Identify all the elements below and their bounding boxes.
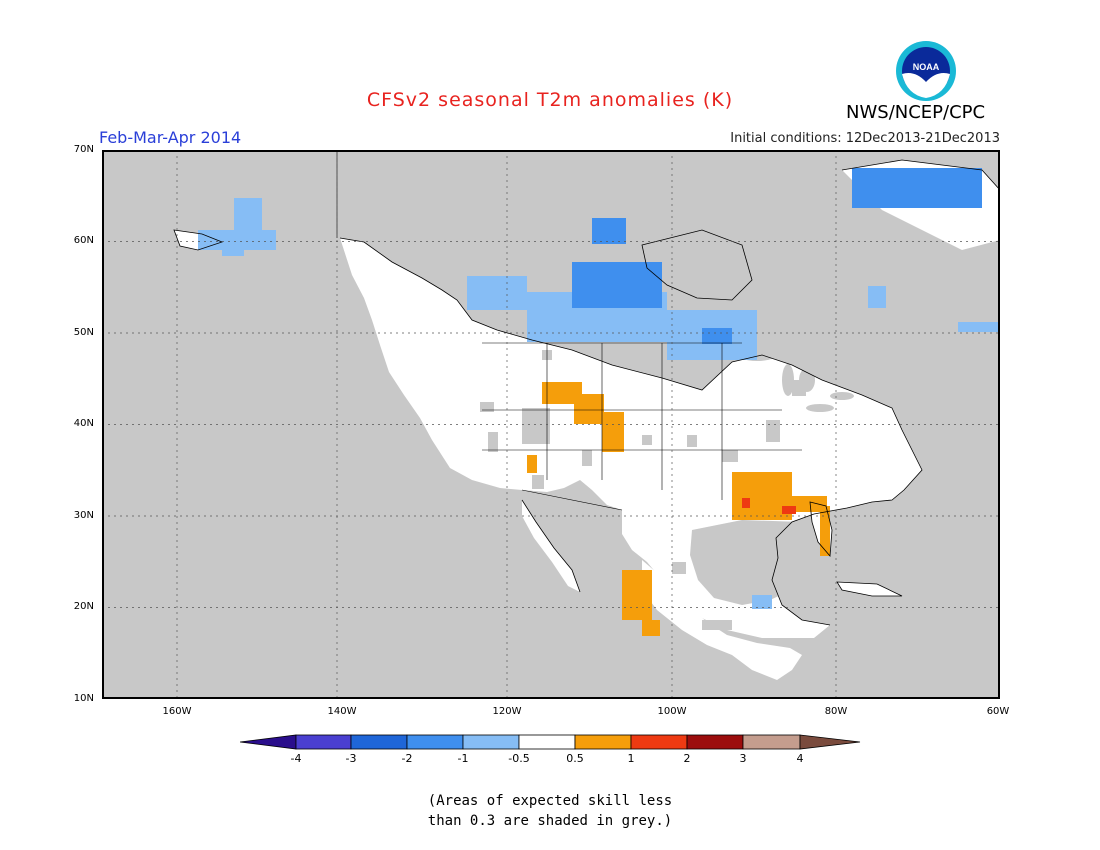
lat-label: 30N bbox=[73, 510, 94, 521]
colorbar-bin bbox=[630, 734, 688, 750]
lon-label: 60W bbox=[986, 706, 1010, 717]
hudson-bay bbox=[642, 230, 752, 300]
noaa-logo-icon: NOAA bbox=[896, 41, 956, 101]
land-central-america bbox=[642, 560, 802, 680]
colorbar-bin bbox=[295, 734, 352, 750]
warm-patch bbox=[542, 382, 582, 404]
anomaly-map bbox=[102, 150, 1001, 699]
footnote-line-2: than 0.3 are shaded in grey.) bbox=[427, 813, 673, 829]
lon-label: 140W bbox=[327, 706, 357, 717]
colorbar-bin bbox=[462, 734, 520, 750]
colorbar-label: -1 bbox=[457, 752, 469, 765]
lat-label: 40N bbox=[73, 418, 94, 429]
colorbar-label: -2 bbox=[401, 752, 413, 765]
gridlines bbox=[102, 150, 1000, 699]
colorbar-label: -3 bbox=[345, 752, 357, 765]
cold-patch bbox=[234, 198, 262, 230]
cold-patch bbox=[868, 286, 886, 308]
colorbar-label: 2 bbox=[683, 752, 691, 765]
lat-label: 20N bbox=[73, 601, 94, 612]
colorbar-bin bbox=[406, 734, 464, 750]
cold-patch bbox=[852, 168, 982, 208]
hot-patch bbox=[782, 506, 796, 514]
agency-label: NWS/NCEP/CPC bbox=[846, 102, 986, 123]
logo-text: NOAA bbox=[913, 62, 940, 72]
colorbar-label: 0.5 bbox=[566, 752, 584, 765]
colorbar-label: 1 bbox=[627, 752, 635, 765]
cold-patch bbox=[958, 322, 1000, 332]
colorbar-bin bbox=[518, 734, 576, 750]
cold-patch bbox=[222, 244, 244, 256]
hot-patch bbox=[742, 498, 750, 508]
cold-patch bbox=[702, 328, 732, 344]
map-frame bbox=[102, 150, 1000, 699]
colorbar-bin bbox=[742, 734, 801, 750]
cold-patch bbox=[752, 595, 772, 609]
lat-label: 50N bbox=[73, 327, 94, 338]
warm-anomalies bbox=[527, 382, 830, 636]
borders bbox=[336, 150, 802, 511]
page-title: CFSv2 seasonal T2m anomalies (K) bbox=[366, 89, 734, 111]
gulf-of-mexico bbox=[690, 520, 814, 605]
land-north-america bbox=[340, 238, 922, 638]
colorbar-label: -0.5 bbox=[508, 752, 530, 765]
colorbar-max-arrow bbox=[799, 734, 861, 750]
cold-patch bbox=[467, 276, 527, 310]
colorbar-label: -4 bbox=[290, 752, 302, 765]
colorbar-label: 3 bbox=[739, 752, 747, 765]
initial-conditions: Initial conditions: 12Dec2013-21Dec2013 bbox=[730, 131, 1000, 146]
warm-patch bbox=[622, 570, 652, 620]
warm-patch bbox=[642, 620, 660, 636]
lat-label: 70N bbox=[73, 144, 94, 155]
low-skill-areas bbox=[480, 350, 806, 630]
warm-patch bbox=[820, 506, 830, 556]
colorbar-min-arrow bbox=[240, 734, 297, 750]
warm-patch bbox=[602, 412, 624, 452]
lon-label: 160W bbox=[162, 706, 192, 717]
cold-patch bbox=[572, 262, 662, 308]
coastlines bbox=[173, 159, 1001, 626]
lon-label: 100W bbox=[657, 706, 687, 717]
footnote: (Areas of expected skill less than 0.3 a… bbox=[0, 791, 1100, 831]
lat-label: 10N bbox=[73, 693, 94, 704]
colorbar-bin bbox=[686, 734, 744, 750]
warm-patch bbox=[787, 496, 827, 512]
map-svg bbox=[102, 150, 1001, 699]
lon-label: 80W bbox=[824, 706, 848, 717]
footnote-line-1: (Areas of expected skill less bbox=[427, 793, 673, 809]
land-cuba bbox=[837, 582, 902, 596]
forecast-period: Feb-Mar-Apr 2014 bbox=[99, 128, 242, 147]
colorbar-bin bbox=[350, 734, 408, 750]
colorbar bbox=[240, 734, 861, 750]
cold-anomalies bbox=[198, 168, 1000, 609]
cold-patch bbox=[198, 230, 276, 250]
warm-patch bbox=[574, 394, 604, 424]
colorbar-bin bbox=[574, 734, 632, 750]
colorbar-label: 4 bbox=[796, 752, 804, 765]
cold-patch bbox=[592, 218, 626, 244]
lat-label: 60N bbox=[73, 235, 94, 246]
lon-label: 120W bbox=[492, 706, 522, 717]
warm-patch bbox=[527, 455, 537, 473]
